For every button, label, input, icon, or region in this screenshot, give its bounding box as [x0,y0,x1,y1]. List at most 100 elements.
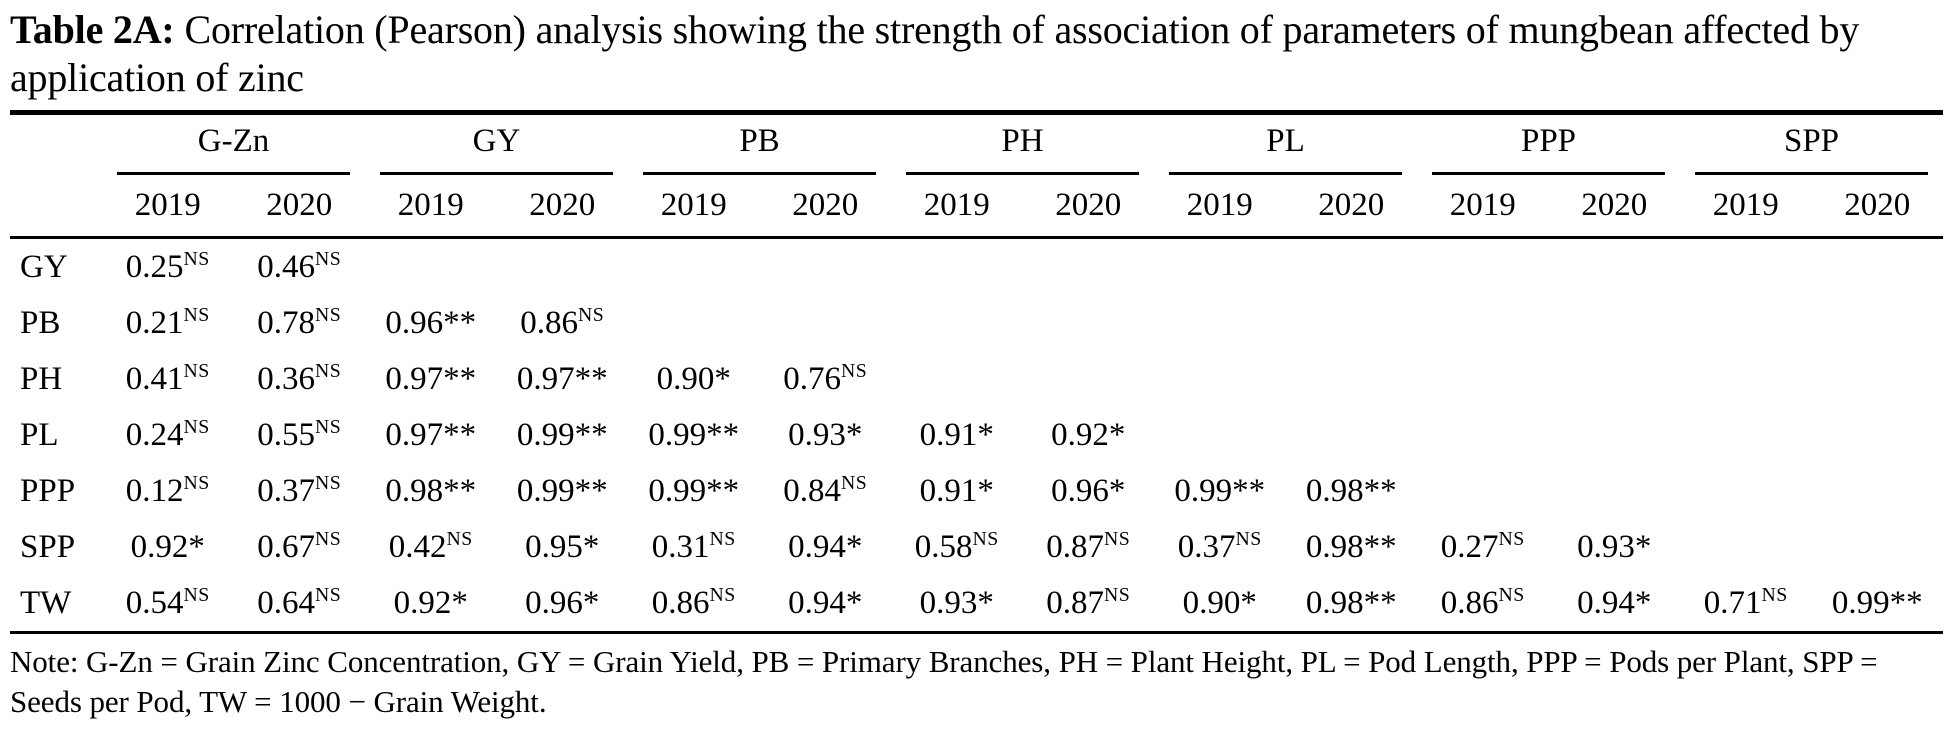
correlation-cell: 0.95* [525,528,600,565]
correlation-cell [1680,519,1812,575]
correlation-cell [1680,351,1812,407]
correlation-cell [628,238,760,296]
correlation-cell: 0.93* [919,584,994,621]
correlation-cell: 0.99** [648,416,740,453]
correlation-cell [1549,407,1681,463]
group-header-label: G-Zn [117,115,350,175]
row-label: SPP [20,528,76,565]
correlation-cell: 0.87NS [1046,528,1131,565]
correlation-cell [1154,238,1286,296]
significance-superscript: NS [314,472,342,494]
group-header-pb: PB [628,113,891,175]
correlation-cell: 0.91* [919,472,994,509]
correlation-table: G-Zn GY PB PH PL PPP SPP 2019 2020 2019 2020 2019 20… [10,110,1943,634]
correlation-cell: 0.96** [385,304,477,341]
correlation-cell [1417,351,1549,407]
correlation-cell: 0.93* [1577,528,1652,565]
correlation-cell: 0.90* [1182,584,1257,621]
table-caption: Table 2A: Correlation (Pearson) analysis … [10,6,1943,102]
year-header: 2019 [628,175,760,239]
correlation-cell: 0.41NS [125,360,210,397]
table-caption-label: Table 2A: [10,7,175,52]
row-label: PH [20,360,63,397]
correlation-cell [1549,238,1681,296]
group-header-gy: GY [365,113,628,175]
correlation-cell: 0.67NS [257,528,342,565]
correlation-cell: 0.98** [385,472,477,509]
correlation-cell: 0.24NS [125,416,210,453]
correlation-cell: 0.97** [385,360,477,397]
correlation-cell: 0.97** [516,360,608,397]
correlation-cell: 0.36NS [257,360,342,397]
year-header: 2020 [1548,175,1680,239]
correlation-cell: 0.91* [919,416,994,453]
significance-superscript: NS [183,248,210,270]
group-header-pl: PL [1154,113,1417,175]
correlation-cell [1023,351,1155,407]
year-header: 2019 [102,175,234,239]
correlation-cell: 0.98** [1305,528,1397,565]
significance-superscript: NS [577,304,605,326]
significance-superscript: NS [183,416,210,438]
correlation-cell: 0.21NS [125,304,210,341]
table-row: PH 0.41NS 0.36NS 0.97** 0.97** 0.90* 0.76NS [10,351,1943,407]
correlation-cell: 0.12NS [125,472,210,509]
correlation-cell: 0.86NS [651,584,736,621]
group-header-ppp: PPP [1417,113,1680,175]
correlation-cell [1286,351,1418,407]
significance-superscript: NS [972,528,999,550]
significance-superscript: NS [1761,584,1788,606]
correlation-cell [1812,407,1944,463]
significance-superscript: NS [1498,528,1525,550]
correlation-cell: 0.37NS [257,472,342,509]
correlation-cell [1154,407,1286,463]
group-header-label: PL [1169,115,1402,175]
significance-superscript: NS [840,360,868,382]
correlation-cell [891,351,1023,407]
significance-superscript: NS [1235,528,1262,550]
group-header-spp: SPP [1680,113,1943,175]
year-header: 2020 [496,175,628,239]
row-label: GY [20,248,68,285]
correlation-cell [1286,407,1418,463]
significance-superscript: NS [183,584,210,606]
significance-superscript: NS [314,584,342,606]
correlation-cell: 0.55NS [257,416,342,453]
correlation-cell: 0.86NS [1440,584,1525,621]
year-header: 2019 [1680,175,1812,239]
significance-superscript: NS [709,528,736,550]
correlation-cell: 0.99** [516,416,608,453]
significance-superscript: NS [314,248,342,270]
correlation-cell: 0.25NS [125,248,210,285]
significance-superscript: NS [314,528,342,550]
correlation-cell [1549,463,1681,519]
correlation-cell: 0.37NS [1177,528,1262,565]
header-stub [10,113,102,176]
significance-superscript: NS [446,528,473,550]
correlation-cell [1154,295,1286,351]
correlation-cell [891,238,1023,296]
correlation-cell [1812,463,1944,519]
correlation-cell: 0.96* [525,584,600,621]
table-note: Note: G-Zn = Grain Zinc Concentration, G… [10,644,1878,719]
header-stub [10,175,102,239]
correlation-cell: 0.94* [1577,584,1652,621]
year-header: 2020 [1285,175,1417,239]
year-header: 2020 [233,175,365,239]
correlation-cell: 0.92* [393,584,468,621]
correlation-cell: 0.98** [1305,472,1397,509]
correlation-cell [1417,295,1549,351]
correlation-cell [1417,407,1549,463]
correlation-cell [760,238,892,296]
table-row: SPP 0.92* 0.67NS 0.42NS 0.95* 0.31NS 0.94* 0.58… [10,519,1943,575]
correlation-cell [365,238,497,296]
significance-superscript: NS [840,472,868,494]
correlation-cell: 0.78NS [257,304,342,341]
correlation-cell: 0.58NS [914,528,999,565]
correlation-cell: 0.64NS [257,584,342,621]
year-header: 2020 [1811,175,1943,239]
row-label: PPP [20,472,76,509]
correlation-cell: 0.93* [788,416,863,453]
year-header: 2020 [1022,175,1154,239]
